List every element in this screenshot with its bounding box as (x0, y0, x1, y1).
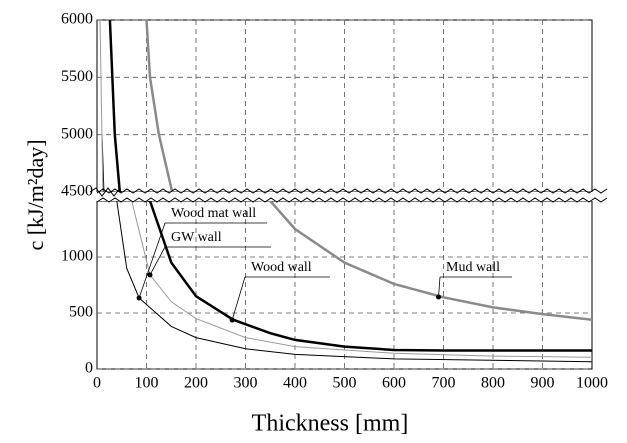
annotation-label: Wood mat wall (171, 206, 256, 221)
break-line (96, 197, 608, 203)
annotation-point (147, 272, 153, 278)
line-series (145, 19, 593, 321)
x-tick-label: 700 (432, 375, 456, 392)
x-tick-label: 200 (184, 375, 208, 392)
annotation-label: GW wall (171, 230, 222, 245)
annotation-point (136, 295, 142, 301)
leader-line (438, 276, 441, 298)
leader-line (138, 222, 166, 299)
leader-line (231, 276, 246, 321)
leader-line (149, 246, 166, 276)
x-tick-label: 900 (531, 375, 555, 392)
y-tick-label: 0 (85, 360, 93, 377)
y-tick-label: 6000 (61, 11, 93, 28)
y-tick-label: 4500 (61, 183, 93, 200)
x-tick-label: 800 (481, 375, 505, 392)
x-tick-label: 1000 (576, 375, 608, 392)
y-tick-label: 1000 (61, 248, 93, 265)
annotation-point (436, 294, 442, 300)
line-series (101, 134, 593, 363)
x-tick-label: 600 (382, 375, 406, 392)
annotation-label: Wood wall (251, 260, 312, 275)
y-tick-label: 500 (69, 304, 93, 321)
y-axis-label: c [kJ/m²day] (23, 139, 48, 250)
x-tick-label: 300 (234, 375, 258, 392)
break-line (96, 188, 608, 194)
x-tick-label: 400 (283, 375, 307, 392)
line-series (99, 19, 593, 358)
break-mark (89, 187, 121, 197)
y-tick-label: 5000 (61, 125, 93, 142)
y-tick-label: 5500 (61, 68, 93, 85)
annotation-point (229, 317, 235, 323)
annotation-label: Mud wall (446, 260, 500, 275)
x-axis-label: Thickness [mm] (252, 411, 409, 437)
x-tick-label: 500 (333, 375, 357, 392)
line-series (108, 19, 592, 352)
break-gap (90, 192, 605, 201)
x-tick-label: 0 (93, 375, 101, 392)
x-tick-label: 100 (135, 375, 159, 392)
